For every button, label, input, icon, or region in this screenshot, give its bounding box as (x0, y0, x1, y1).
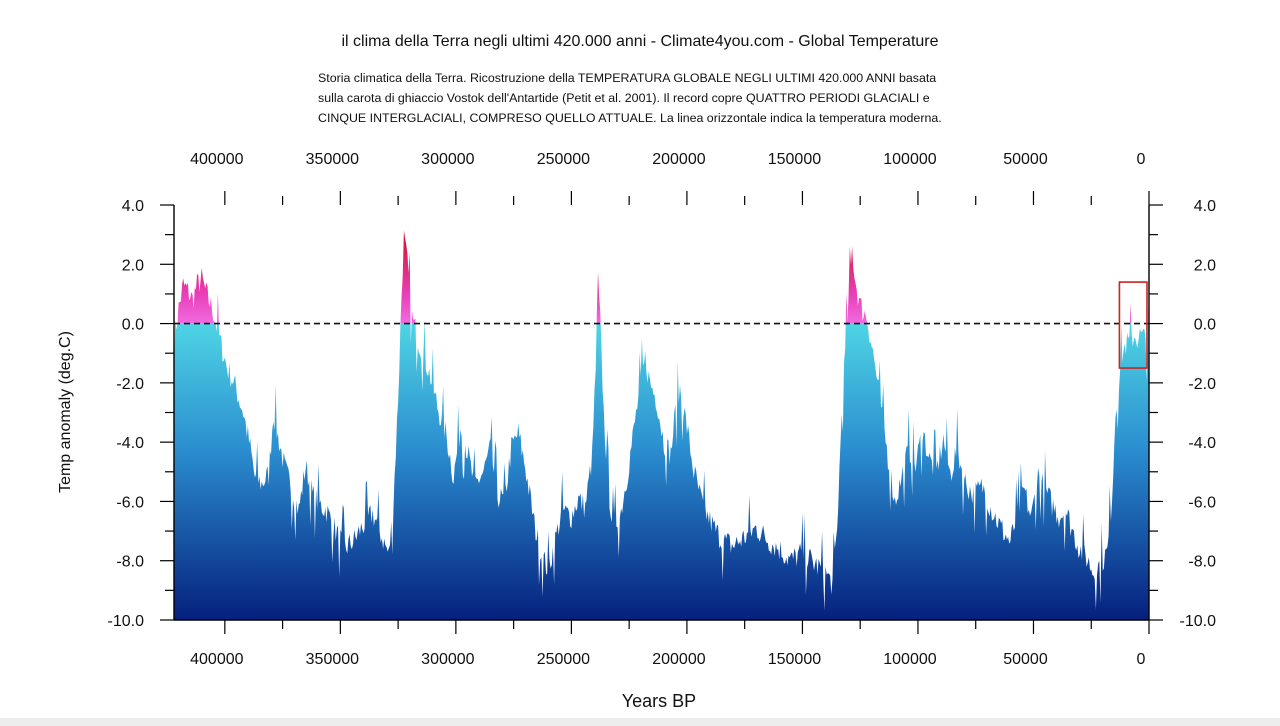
x-tick-label-top: 300000 (421, 151, 474, 168)
y-tick-label-left: 0.0 (122, 317, 144, 334)
y-axis: 4.0 4.0 2.0 2.0 0.0 0.0 -2.0 -2.0 -4.0 -4.0 -6.0 -6… (108, 198, 1217, 630)
x-tick-label-bottom: 100000 (883, 651, 936, 668)
bottom-bar (0, 718, 1280, 726)
description-line: sulla carota di ghiaccio Vostok dell'Ant… (318, 91, 930, 105)
chart-description: Storia climatica della Terra. Ricostruzi… (318, 68, 1008, 128)
y-tick-label-right: -8.0 (1188, 554, 1216, 571)
y-tick-label-left: -6.0 (116, 494, 144, 511)
temperature-area (174, 230, 1149, 620)
x-tick-label-bottom: 350000 (306, 651, 359, 668)
y-tick-label-left: -10.0 (108, 613, 145, 630)
y-tick-label-left: -4.0 (116, 435, 144, 452)
y-axis-label: Temp anomaly (deg.C) (57, 331, 74, 493)
y-tick-label-left: 4.0 (122, 198, 144, 215)
y-tick-label-right: -4.0 (1188, 435, 1216, 452)
x-tick-label-top: 0 (1137, 151, 1146, 168)
x-tick-label-bottom: 200000 (652, 651, 705, 668)
y-tick-label-left: 2.0 (122, 257, 144, 274)
x-tick-label-top: 50000 (1003, 151, 1048, 168)
x-tick-label-top: 350000 (306, 151, 359, 168)
x-axis-label: Years BP (622, 691, 696, 711)
description-line: Storia climatica della Terra. Ricostruzi… (318, 71, 937, 85)
x-tick-label-bottom: 150000 (768, 651, 821, 668)
x-tick-label-bottom: 400000 (190, 651, 243, 668)
y-tick-label-right: 4.0 (1194, 198, 1216, 215)
x-axis: 400000 400000 350000 350000 300000 300000 2500… (190, 151, 1150, 668)
temperature-area-cold (174, 323, 1149, 620)
y-tick-label-right: 2.0 (1194, 257, 1216, 274)
y-tick-label-left: -8.0 (116, 554, 144, 571)
y-tick-label-right: -6.0 (1188, 494, 1216, 511)
x-tick-label-top: 100000 (883, 151, 936, 168)
x-tick-label-bottom: 0 (1137, 651, 1146, 668)
x-tick-label-top: 400000 (190, 151, 243, 168)
description-line: CINQUE INTERGLACIALI, COMPRESO QUELLO AT… (318, 111, 942, 125)
y-tick-label-left: -2.0 (116, 376, 144, 393)
highlight-box (1118, 281, 1148, 369)
x-tick-label-bottom: 300000 (421, 651, 474, 668)
x-tick-label-bottom: 250000 (537, 651, 590, 668)
y-tick-label-right: 0.0 (1194, 317, 1216, 334)
x-tick-label-top: 200000 (652, 151, 705, 168)
y-tick-label-right: -2.0 (1188, 376, 1216, 393)
x-tick-label-bottom: 50000 (1003, 651, 1048, 668)
y-tick-label-right: -10.0 (1180, 613, 1217, 630)
x-tick-label-top: 250000 (537, 151, 590, 168)
x-tick-label-top: 150000 (768, 151, 821, 168)
chart-title: il clima della Terra negli ultimi 420.00… (341, 33, 939, 50)
